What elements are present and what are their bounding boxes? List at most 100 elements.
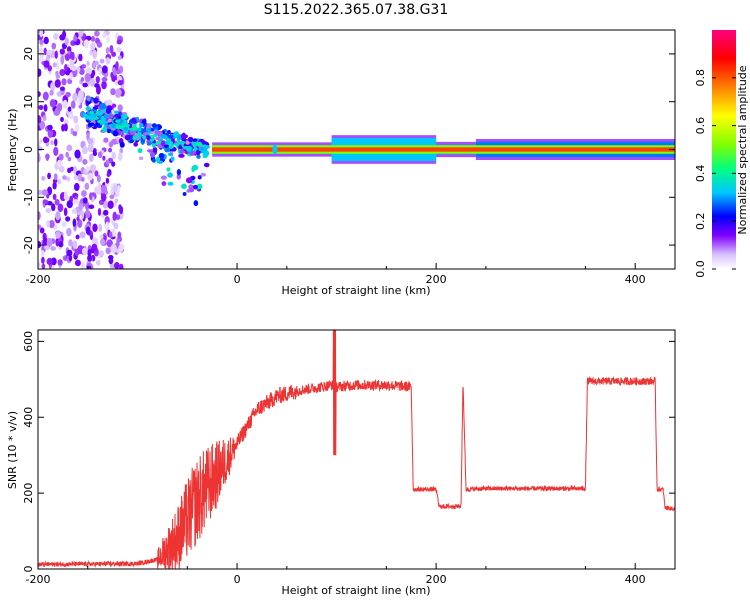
noise-blob <box>105 247 111 255</box>
y-tick-label: 0 <box>22 146 35 153</box>
noise-blob <box>103 137 109 143</box>
tone-blob <box>187 136 194 143</box>
noise-blob <box>78 53 83 62</box>
noise-blob <box>42 115 47 121</box>
noise-blob <box>105 159 110 166</box>
noise-blob <box>51 203 56 212</box>
noise-blob <box>113 222 119 230</box>
noise-blob <box>45 153 50 162</box>
tone-blob <box>138 123 144 128</box>
tone-core <box>136 131 142 137</box>
colorbar: 0.0 0.2 0.4 0.6 0.8 Normalized spectral ampl… <box>694 30 749 278</box>
noise-blob <box>68 254 73 262</box>
noise-blob <box>46 49 53 56</box>
noise-blob <box>56 159 64 167</box>
noise-blob <box>55 211 61 221</box>
carrier-feature <box>272 144 278 155</box>
noise-blob <box>89 164 97 173</box>
spectrogram-ylabel: Frequency (Hz) <box>6 109 19 192</box>
noise-blob <box>59 48 66 55</box>
noise-blob <box>42 199 49 205</box>
noise-blob <box>120 83 125 90</box>
tone-blob <box>200 172 206 177</box>
noise-blob <box>99 238 106 246</box>
tone-blob <box>88 122 95 127</box>
noise-blob <box>81 146 88 155</box>
noise-blob <box>112 185 118 192</box>
noise-blob <box>81 190 87 197</box>
snr-ylabel: SNR (10 * v/v) <box>6 411 19 489</box>
noise-blob <box>66 144 73 152</box>
noise-blob <box>119 263 124 269</box>
noise-blob <box>39 227 45 234</box>
x-tick-label: 200 <box>426 273 447 286</box>
noise-blob <box>61 221 67 228</box>
colorbar-label: Normalized spectral amplitude <box>736 65 749 234</box>
noise-blob <box>66 46 72 53</box>
tone-blob <box>132 135 138 141</box>
noise-blob <box>116 69 121 75</box>
noise-blob <box>88 192 93 201</box>
y-tick-label: 600 <box>22 331 35 352</box>
noise-blob <box>68 113 75 120</box>
y-tick-label: -10 <box>22 188 35 206</box>
noise-blob <box>38 154 41 163</box>
noise-blob <box>67 156 72 162</box>
noise-blob <box>95 259 101 266</box>
noise-blob <box>51 42 57 50</box>
noise-blob <box>111 151 116 160</box>
noise-blob <box>87 137 94 145</box>
noise-blob <box>74 259 81 267</box>
tone-blob <box>147 149 154 153</box>
tone-blob <box>158 152 165 159</box>
noise-blob <box>66 200 73 209</box>
tone-blob <box>164 147 171 153</box>
tone-core <box>177 140 184 145</box>
noise-blob <box>107 200 114 210</box>
noise-blob <box>77 173 83 182</box>
noise-blob <box>116 46 122 53</box>
noise-blob <box>49 99 56 108</box>
noise-blob <box>105 221 110 230</box>
noise-blob <box>111 161 116 167</box>
tone-blob <box>160 175 167 180</box>
noise-blob <box>43 36 49 45</box>
noise-blob <box>38 240 42 249</box>
noise-blob <box>73 199 79 205</box>
tone-blob <box>166 167 171 172</box>
spectrogram-xlabel: Height of straight line (km) <box>281 284 430 297</box>
noise-blob <box>100 185 108 194</box>
noise-blob <box>109 194 115 200</box>
tone-blob <box>123 113 128 120</box>
colorbar-gradient <box>712 30 736 269</box>
noise-blob <box>97 151 103 159</box>
noise-blob <box>53 32 59 40</box>
noise-blob <box>91 243 98 252</box>
tone-blob <box>138 156 144 161</box>
tone-core <box>142 135 147 140</box>
colorbar-tick-label: 0.2 <box>694 212 707 230</box>
y-tick-label: 200 <box>22 483 35 504</box>
noise-blob <box>47 200 53 206</box>
noise-blob <box>61 124 65 132</box>
y-tick-label: 20 <box>22 47 35 61</box>
tone-blob <box>182 191 187 197</box>
noise-blob <box>68 239 73 247</box>
noise-blob <box>80 77 85 82</box>
tone-blob <box>192 184 198 190</box>
tone-blob <box>186 189 191 193</box>
tone-core <box>101 119 106 124</box>
noise-blob <box>50 257 57 266</box>
tone-core <box>192 142 198 147</box>
tone-blob <box>179 149 185 154</box>
colorbar-tick-label: 0.4 <box>694 165 707 183</box>
tone-blob <box>163 144 170 148</box>
noise-blob <box>64 53 71 62</box>
tone-blob <box>180 133 186 140</box>
tone-core <box>150 134 155 139</box>
noise-blob <box>101 77 108 82</box>
noise-blob <box>72 240 78 249</box>
noise-blob <box>46 257 53 266</box>
tone-blob <box>130 119 135 124</box>
